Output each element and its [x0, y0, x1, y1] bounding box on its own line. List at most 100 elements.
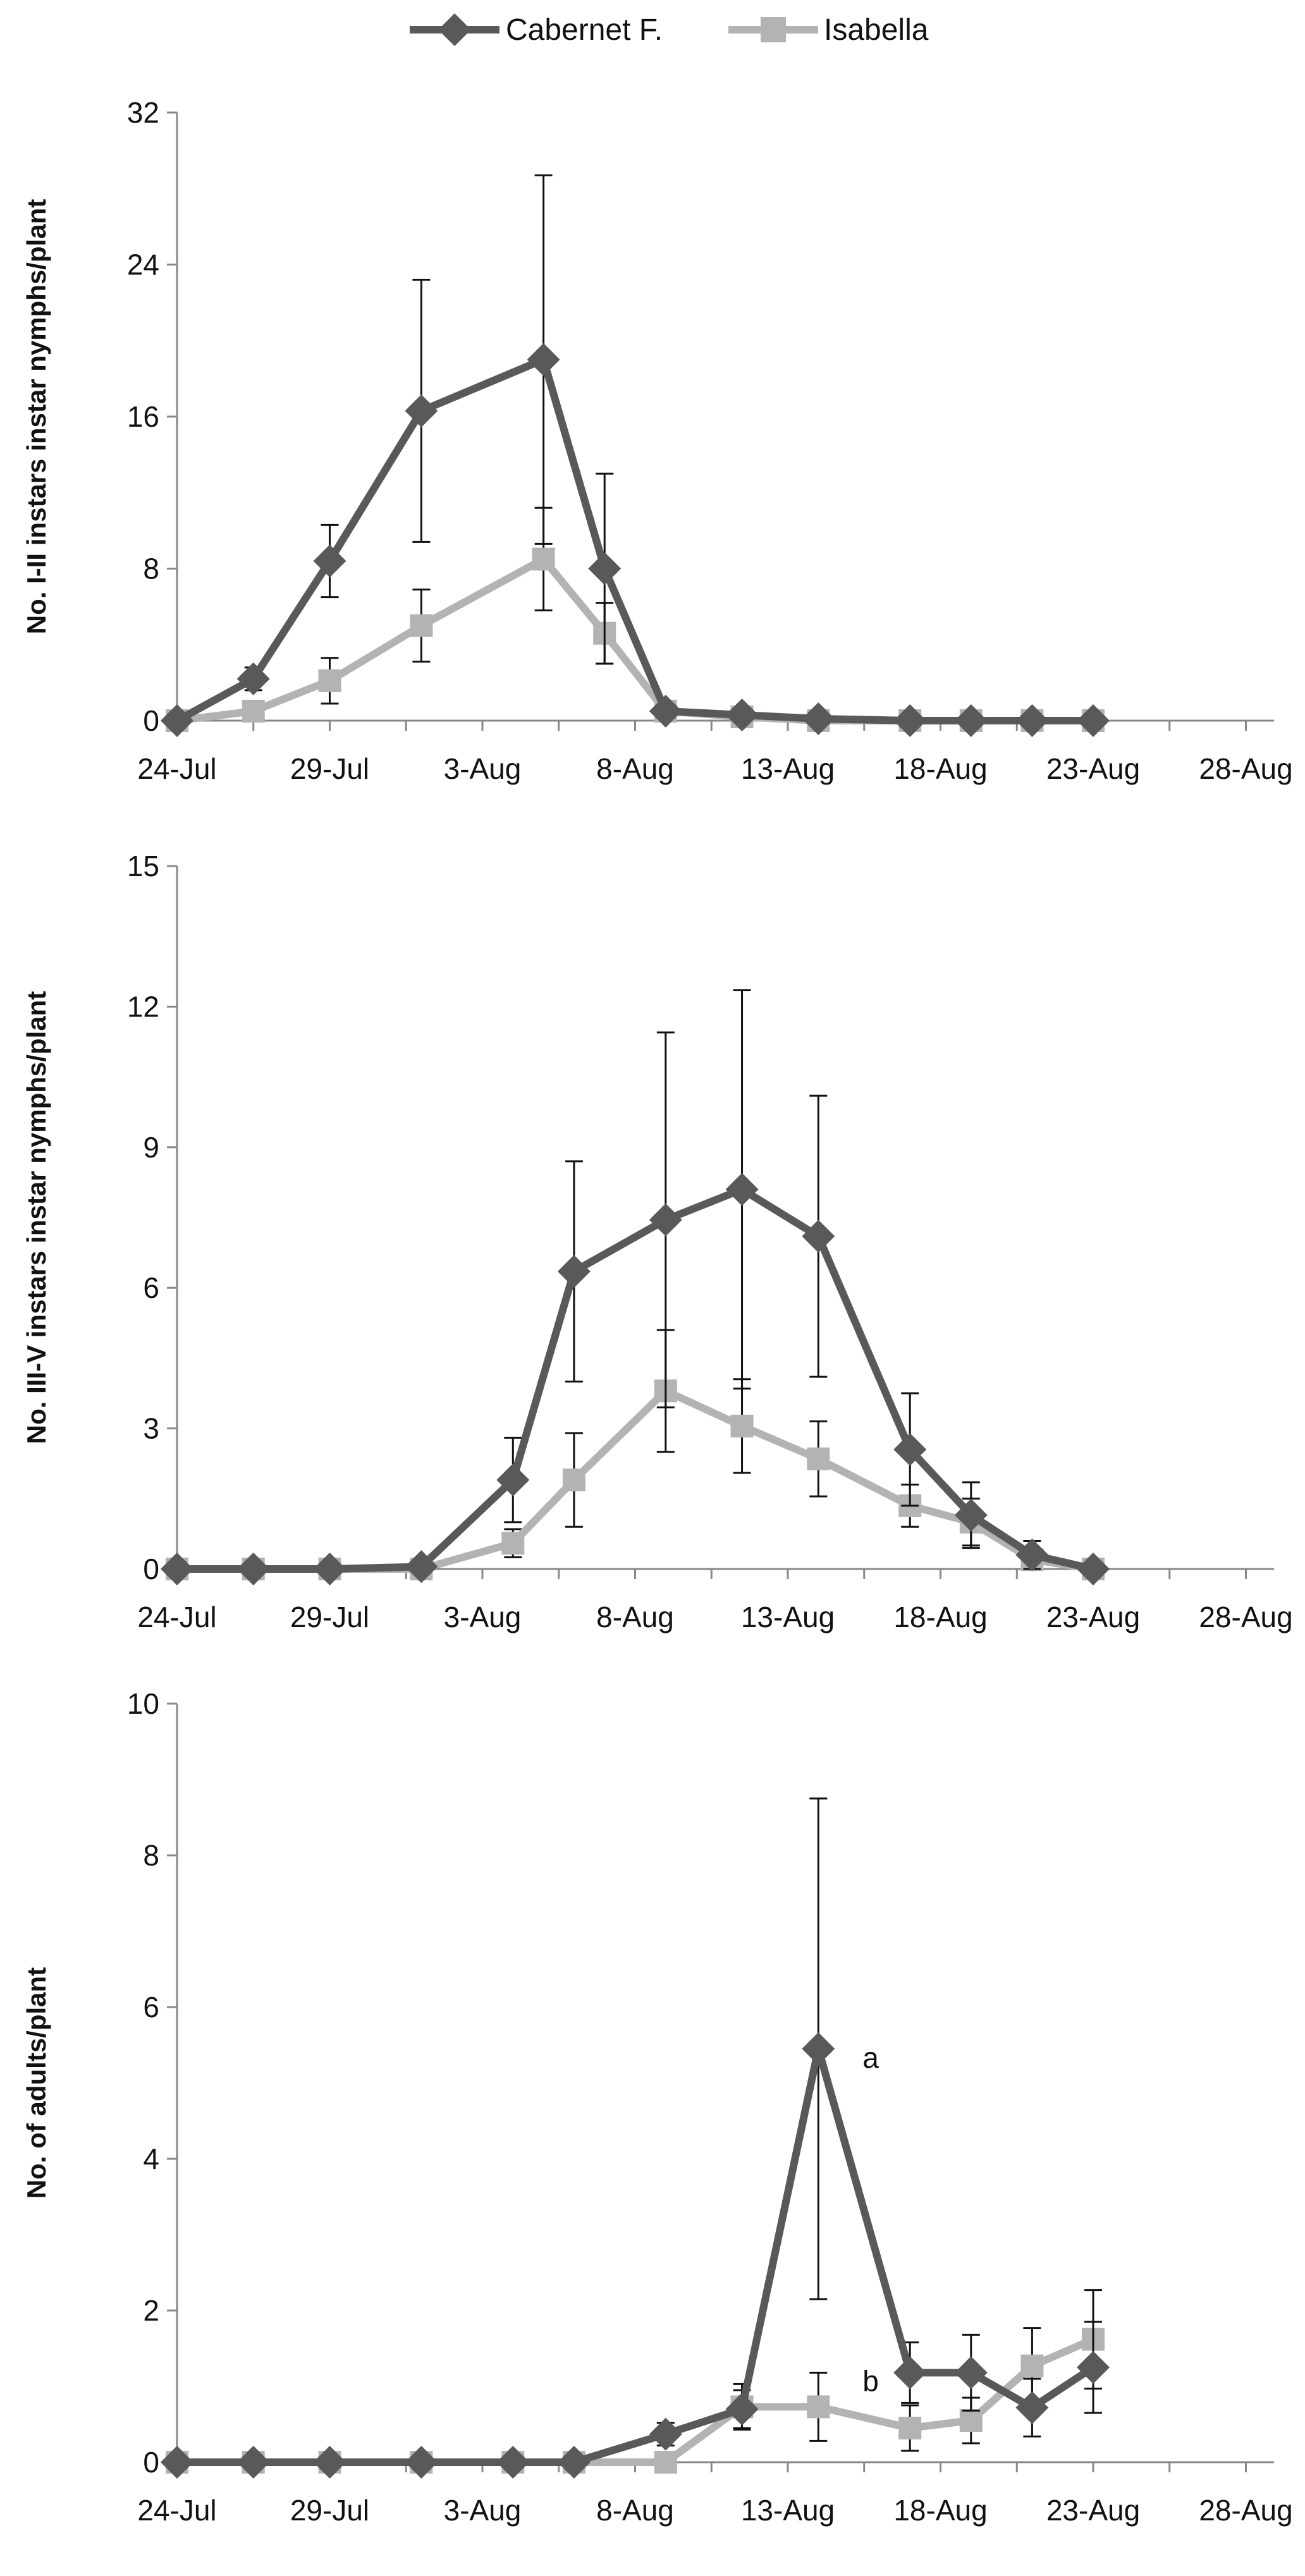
x-tick-label: 29-Jul: [290, 1601, 369, 1633]
data-point-cabernet: [405, 1550, 438, 1584]
data-point-cabernet: [725, 2393, 759, 2426]
x-tick-label: 28-Aug: [1199, 2494, 1292, 2527]
y-tick-label: 6: [143, 1991, 159, 2024]
data-point-cabernet: [557, 2446, 591, 2479]
y-tick-label: 32: [127, 96, 159, 129]
x-tick-label: 24-Jul: [137, 1601, 216, 1633]
data-point-cabernet: [588, 552, 622, 585]
x-tick-label: 23-Aug: [1046, 1601, 1140, 1633]
chart-panel-nymphs-III-V: 0 3 6 9 12 15 24-Jul 29-Jul 3-Aug 8-Aug 13-Aug 18-A…: [21, 850, 1293, 1633]
data-point-isabella: [318, 669, 341, 692]
annotation-b: b: [862, 2364, 879, 2397]
x-tick-label: 8-Aug: [596, 2494, 674, 2527]
data-point-cabernet: [161, 704, 193, 737]
legend-isabella-label: Isabella: [824, 13, 929, 47]
x-tick-label: 13-Aug: [741, 752, 835, 785]
x-tick-label: 13-Aug: [741, 2494, 835, 2527]
y-tick-label: 15: [127, 850, 159, 882]
data-point-cabernet: [802, 1219, 835, 1253]
x-tick-label: 29-Jul: [290, 752, 369, 785]
legend-isabella-marker: [761, 17, 786, 42]
x-tick-label: 18-Aug: [893, 1601, 987, 1633]
x-tick-label: 3-Aug: [444, 752, 522, 785]
data-point-cabernet: [954, 2356, 988, 2390]
series-line-cabernet: [177, 1185, 1094, 1573]
data-point-isabella: [532, 547, 555, 571]
y-tick-label: 8: [143, 1839, 159, 1872]
y-axis-label: No. of adults/plant: [21, 1967, 51, 2199]
data-point-cabernet: [313, 2446, 346, 2479]
data-point-cabernet: [725, 698, 759, 731]
x-tick-label: 24-Jul: [137, 2494, 216, 2527]
data-point-cabernet: [649, 2417, 682, 2451]
data-point-cabernet: [893, 704, 927, 737]
y-axis-label: No. I-II instars instar nymphs/plant: [21, 199, 51, 634]
x-tick-label: 13-Aug: [741, 1601, 835, 1633]
data-point-cabernet: [313, 1553, 346, 1585]
x-tick-label: 24-Jul: [137, 752, 216, 785]
y-tick-label: 16: [127, 400, 159, 433]
data-point-cabernet: [802, 702, 835, 735]
y-tick-label: 0: [143, 1553, 159, 1585]
data-point-cabernet: [236, 662, 270, 695]
data-point-cabernet: [893, 2356, 927, 2390]
data-point-cabernet: [1077, 2351, 1110, 2384]
data-point-isabella: [1020, 2354, 1044, 2378]
data-point-cabernet: [161, 2446, 193, 2479]
y-tick-label: 3: [143, 1412, 159, 1445]
x-tick-label: 8-Aug: [596, 752, 674, 785]
y-tick-label: 0: [143, 2446, 159, 2479]
data-point-isabella: [501, 1532, 525, 1555]
data-point-cabernet: [236, 2446, 270, 2479]
x-tick-label: 18-Aug: [893, 752, 987, 785]
x-tick-label: 3-Aug: [444, 1601, 522, 1633]
data-point-cabernet: [1015, 704, 1049, 737]
legend-cabernet-label: Cabernet F.: [506, 13, 663, 47]
data-point-cabernet: [893, 1432, 927, 1466]
data-point-cabernet: [527, 343, 560, 376]
series-line-isabella: [177, 1387, 1094, 1573]
data-point-cabernet: [1015, 1538, 1049, 1572]
y-tick-label: 12: [127, 990, 159, 1023]
data-point-isabella: [730, 1414, 754, 1438]
x-tick-label: 3-Aug: [444, 2494, 522, 2527]
data-point-isabella: [410, 614, 433, 637]
data-point-cabernet: [954, 1498, 988, 1532]
data-point-isabella: [959, 2409, 983, 2432]
x-tick-label: 23-Aug: [1046, 2494, 1140, 2527]
x-tick-label: 28-Aug: [1199, 752, 1292, 785]
x-tick-label: 8-Aug: [596, 1601, 674, 1633]
y-tick-label: 8: [143, 552, 159, 585]
y-tick-label: 4: [143, 2142, 159, 2175]
data-point-isabella: [654, 2451, 677, 2474]
data-point-cabernet: [405, 394, 438, 427]
y-axis-label: No. III-V instars instar nymphs/plant: [21, 991, 51, 1444]
data-point-cabernet: [1015, 2391, 1049, 2424]
data-point-isabella: [807, 2395, 830, 2419]
data-point-isabella: [562, 1468, 585, 1492]
data-point-cabernet: [649, 1203, 682, 1236]
legend-cabernet-marker: [438, 13, 471, 46]
series-line-cabernet: [177, 2045, 1096, 2466]
data-point-cabernet: [954, 704, 988, 737]
y-tick-label: 0: [143, 704, 159, 737]
x-tick-label: 18-Aug: [893, 2494, 987, 2527]
data-point-cabernet: [557, 1255, 591, 1288]
data-point-cabernet: [802, 2032, 835, 2065]
x-tick-label: 29-Jul: [290, 2494, 369, 2527]
data-point-cabernet: [1077, 704, 1110, 737]
data-point-cabernet: [1077, 1553, 1110, 1585]
data-point-cabernet: [161, 1553, 193, 1585]
data-point-cabernet: [496, 1463, 530, 1497]
legend: Cabernet F. Isabella: [410, 13, 929, 47]
data-point-cabernet: [405, 2446, 438, 2479]
data-point-cabernet: [725, 1173, 759, 1206]
x-tick-label: 28-Aug: [1199, 1601, 1292, 1633]
data-point-isabella: [242, 699, 265, 723]
data-point-cabernet: [236, 1553, 270, 1585]
y-tick-label: 2: [143, 2294, 159, 2327]
y-tick-label: 10: [127, 1687, 159, 1720]
data-point-cabernet: [496, 2446, 530, 2479]
y-tick-label: 24: [127, 248, 159, 281]
